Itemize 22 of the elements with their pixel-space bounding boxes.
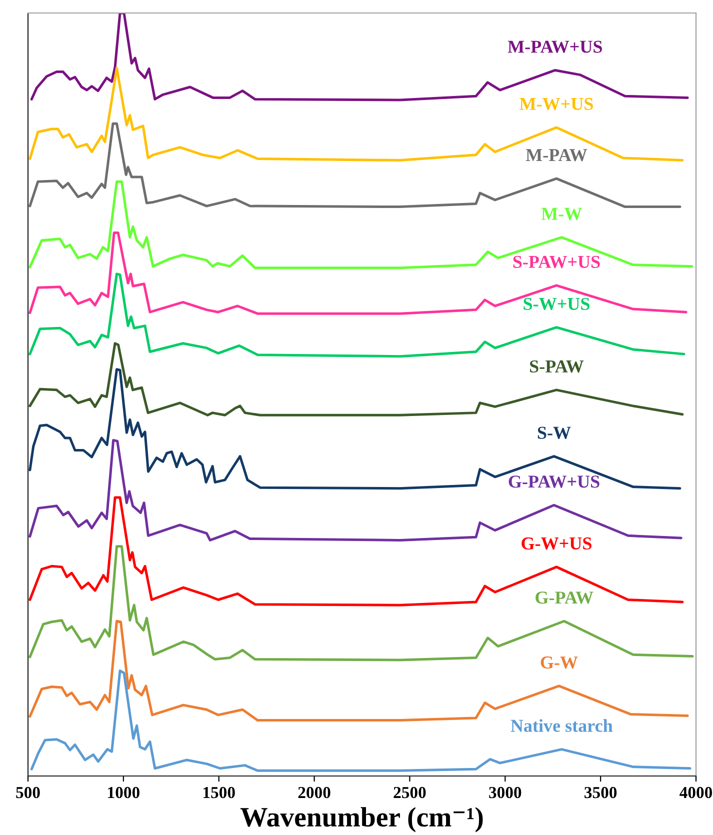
series-label: G-PAW+US	[508, 476, 600, 488]
x-tick-label: 2000	[298, 786, 330, 798]
x-tick-label: 1500	[204, 786, 235, 798]
series-label: M-PAW	[526, 149, 588, 162]
series-label: Native starch	[510, 719, 613, 732]
x-tick-label: 2500	[394, 786, 426, 798]
series-label: G-W	[540, 656, 578, 669]
series-label: S-PAW+US	[513, 256, 600, 268]
series-label: S-PAW	[530, 360, 584, 373]
x-tick-label: 3500	[584, 786, 617, 798]
series-label: M-W+US	[520, 98, 593, 110]
series-label: G-PAW	[536, 592, 594, 604]
x-tick-label: 1000	[108, 786, 140, 798]
series-label: S-W	[538, 426, 571, 439]
x-axis-title: Wavenumber (cm⁻¹)	[240, 807, 483, 832]
x-tick-label: 3000	[489, 786, 522, 798]
x-tick-label: 500	[16, 786, 40, 798]
x-tick-label: 4000	[680, 786, 712, 798]
series-label: M-W	[541, 208, 582, 220]
series-label: G-W+US	[522, 537, 592, 550]
series-label: S-W+US	[524, 298, 590, 310]
series-label: M-PAW+US	[508, 40, 602, 53]
